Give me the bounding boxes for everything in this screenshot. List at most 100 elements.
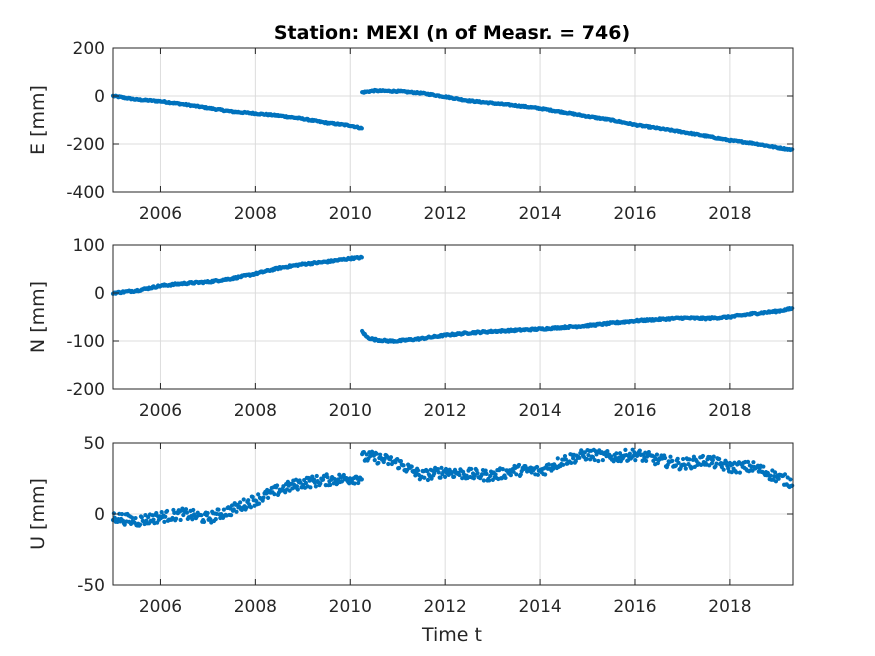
x-axis-label: Time t <box>421 624 482 646</box>
x-tick-label: 2018 <box>708 401 751 421</box>
data-point <box>129 515 135 520</box>
x-tick-label: 2010 <box>329 401 372 421</box>
data-point <box>178 517 183 523</box>
data-point <box>543 472 548 477</box>
data-point <box>205 510 210 516</box>
y-tick-label: -50 <box>77 576 105 596</box>
data-point <box>717 456 722 462</box>
data-point <box>481 478 486 483</box>
data-point <box>724 460 729 465</box>
data-point <box>295 487 300 492</box>
y-tick-label: -400 <box>66 183 105 203</box>
data-point <box>139 515 144 520</box>
data-point <box>442 474 448 479</box>
y-tick-label: 200 <box>73 39 105 59</box>
data-point <box>475 471 480 476</box>
chart-title: Station: MEXI (n of Measr. = 746) <box>274 22 630 44</box>
data-point <box>662 455 668 461</box>
data-point <box>356 480 361 486</box>
panels: 2006 2008 2010 2012 2014 2016 2018 200 0 -200 -400… <box>27 39 795 617</box>
x-tick-label: 2006 <box>139 401 182 421</box>
data-point <box>511 469 516 474</box>
data-point <box>745 459 751 464</box>
data-point <box>314 473 319 479</box>
data-point <box>623 447 628 452</box>
data-point <box>562 453 568 459</box>
x-tick-label: 2014 <box>518 597 561 617</box>
data-point <box>514 472 519 477</box>
data-point <box>673 463 678 468</box>
data-point <box>238 500 243 505</box>
data-point <box>534 464 540 470</box>
data-point <box>563 457 568 462</box>
data-point <box>229 512 234 518</box>
data-point <box>457 472 462 478</box>
data-point <box>596 458 601 464</box>
data-point <box>201 519 207 524</box>
x-tick-label: 2006 <box>139 204 182 224</box>
data-point <box>119 512 125 517</box>
data-point <box>429 476 434 481</box>
y-axis-label: N [mm] <box>27 281 49 353</box>
x-tick-label: 2016 <box>613 401 656 421</box>
data-point <box>409 464 414 469</box>
data-point <box>137 522 143 527</box>
data-point <box>311 477 317 482</box>
data-point <box>734 470 739 475</box>
data-point <box>250 494 255 500</box>
data-point <box>438 475 443 480</box>
data-point <box>584 456 589 462</box>
x-tick-label: 2014 <box>518 204 561 224</box>
data-point <box>699 462 704 468</box>
data-point <box>592 457 597 463</box>
data-point <box>633 458 638 463</box>
data-point <box>790 483 795 488</box>
data-point <box>571 456 576 461</box>
data-point <box>683 466 688 471</box>
data-point <box>374 451 379 456</box>
data-point <box>313 484 318 489</box>
data-point <box>133 515 138 521</box>
data-point <box>386 461 391 467</box>
data-point <box>714 461 719 466</box>
data-point <box>637 448 642 453</box>
data-point <box>435 466 440 472</box>
y-tick-label: 0 <box>94 505 105 525</box>
data-point <box>682 463 688 468</box>
data-point <box>516 462 522 468</box>
data-point <box>163 514 168 519</box>
data-point <box>788 477 793 482</box>
data-point <box>518 472 523 477</box>
data-point <box>216 507 221 512</box>
data-point <box>378 452 383 457</box>
data-point <box>181 512 186 518</box>
data-point <box>654 452 660 457</box>
data-point <box>681 456 686 462</box>
data-point <box>761 464 766 469</box>
data-point <box>432 471 437 476</box>
x-tick-label: 2012 <box>424 401 467 421</box>
data-point <box>535 472 541 477</box>
data-point <box>265 495 271 501</box>
y-tick-label: -200 <box>66 380 105 400</box>
data-point <box>415 468 421 473</box>
data-point <box>425 477 431 483</box>
data-point <box>608 454 614 459</box>
data-point <box>729 470 734 475</box>
x-tick-label: 2008 <box>234 597 277 617</box>
data-point <box>670 458 675 463</box>
data-point <box>320 477 326 482</box>
data-point <box>208 517 213 522</box>
data-point <box>159 510 164 515</box>
data-point <box>352 481 357 486</box>
data-point <box>768 473 773 478</box>
data-point <box>234 509 239 514</box>
data-point <box>790 147 795 152</box>
data-point <box>256 501 262 506</box>
data-point <box>254 498 259 504</box>
data-point <box>190 517 195 522</box>
data-point <box>183 507 189 512</box>
panel-2: 2006 2008 2010 2012 2014 2016 2018 50 0 -50 U [mm] <box>27 434 795 617</box>
data-point <box>174 516 179 521</box>
